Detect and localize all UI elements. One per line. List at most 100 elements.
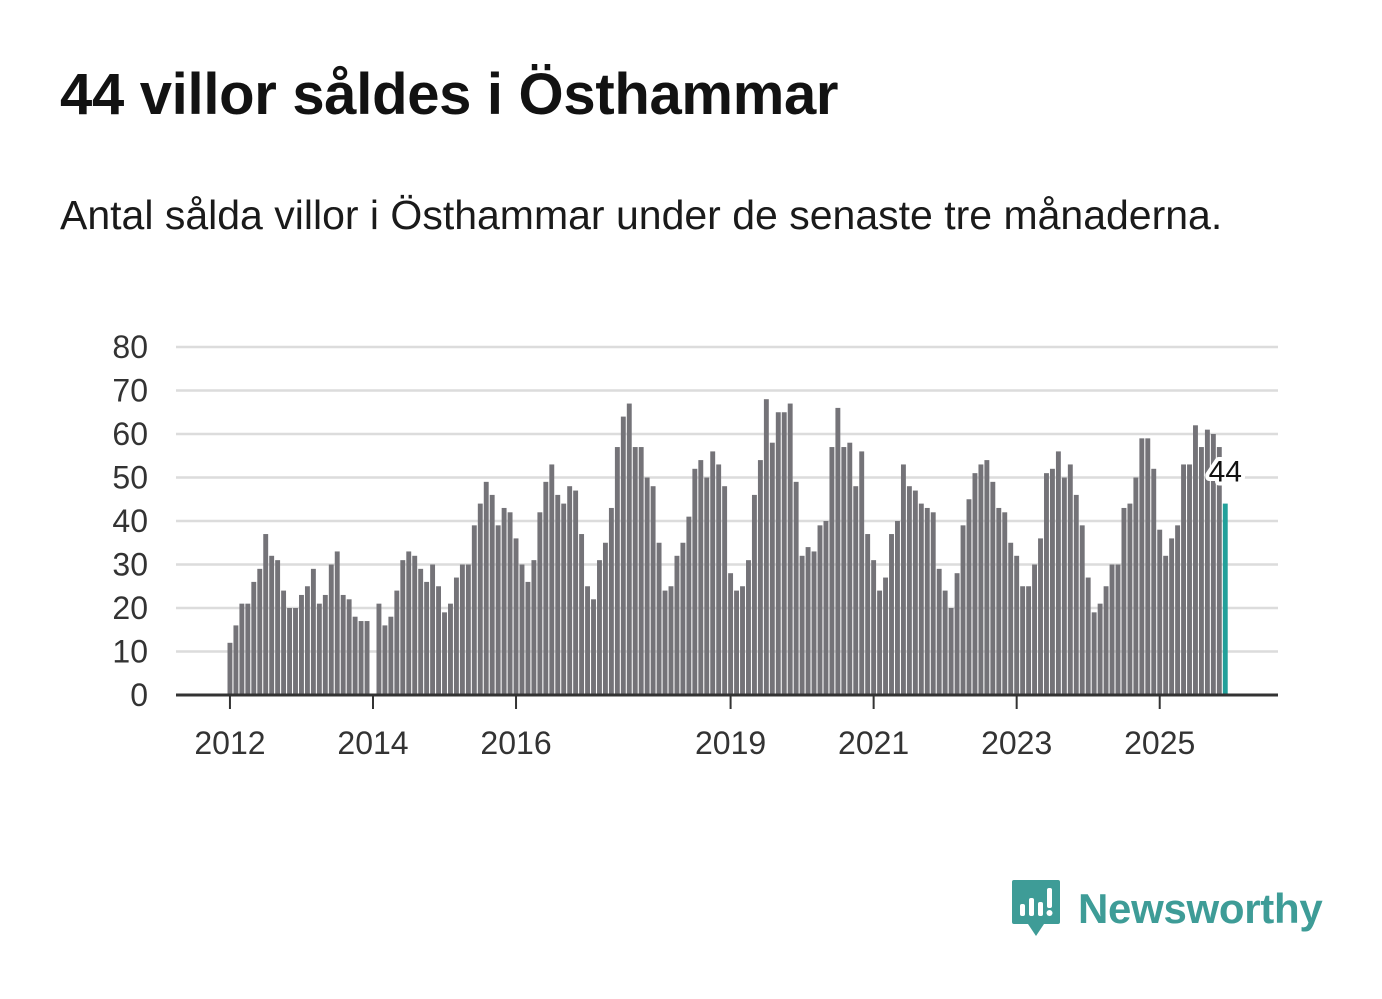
- bar: [686, 516, 692, 695]
- bar: [448, 603, 453, 695]
- bar: [1181, 464, 1186, 695]
- bar: [853, 486, 859, 695]
- bar: [620, 416, 626, 695]
- bar: [668, 586, 674, 695]
- bar: [1193, 425, 1198, 695]
- bar: [304, 586, 310, 695]
- bar: [269, 555, 275, 695]
- bar: [346, 599, 352, 695]
- chart-title: 44 villor såldes i Östhammar: [60, 62, 839, 127]
- bar: [1014, 555, 1020, 695]
- bar: [1204, 429, 1210, 695]
- bar: [483, 481, 489, 695]
- bar: [614, 447, 620, 695]
- bar: [281, 590, 287, 695]
- bar: [1044, 473, 1049, 695]
- bar: [1216, 447, 1222, 695]
- bar: [835, 407, 841, 695]
- bar: [579, 534, 585, 695]
- bar: [453, 577, 459, 695]
- bar: [608, 507, 614, 695]
- bar: [775, 412, 781, 695]
- bar: [960, 525, 966, 695]
- bar: [871, 560, 877, 695]
- bar: [406, 551, 412, 695]
- bar: [465, 564, 471, 695]
- bar: [352, 616, 358, 695]
- bar: [1109, 564, 1115, 695]
- bar: [865, 534, 871, 695]
- y-tick-label: 40: [112, 503, 148, 539]
- bar: [394, 590, 400, 695]
- bar: [1020, 586, 1026, 695]
- bar: [763, 399, 769, 695]
- bar: [746, 560, 751, 695]
- bar: [316, 603, 322, 695]
- x-tick-label: 2014: [337, 725, 408, 761]
- bar: [412, 555, 418, 695]
- bar: [978, 464, 984, 695]
- bar: [680, 542, 686, 695]
- bar: [1169, 538, 1175, 695]
- bar: [823, 521, 829, 695]
- bar: [430, 564, 436, 695]
- bar: [334, 551, 340, 695]
- y-tick-label: 20: [112, 590, 148, 626]
- bar: [1091, 612, 1097, 695]
- bar: [602, 542, 608, 695]
- bar: [471, 525, 477, 695]
- bar: [924, 507, 930, 695]
- bar: [543, 481, 549, 695]
- bar: [340, 594, 346, 695]
- bar: [769, 442, 775, 695]
- bar: [841, 447, 847, 695]
- bar: [954, 573, 960, 695]
- bar: [722, 486, 728, 695]
- brand-name: Newsworthy: [1078, 885, 1323, 932]
- bar: [1151, 468, 1157, 695]
- value-callout: 44: [1205, 452, 1246, 493]
- bar: [632, 447, 638, 695]
- bar: [805, 547, 811, 695]
- bar: [549, 464, 555, 695]
- bar: [740, 586, 745, 695]
- bar: [734, 590, 739, 695]
- bar: [364, 621, 370, 695]
- bar: [1049, 468, 1055, 695]
- bar: [906, 486, 912, 695]
- bar: [1139, 438, 1145, 695]
- bar: [650, 486, 656, 695]
- bar: [883, 577, 888, 695]
- newsworthy-brand: Newsworthy: [1010, 878, 1323, 940]
- bar-highlight: [1222, 503, 1228, 695]
- x-tick-label: 2016: [480, 725, 551, 761]
- bar: [889, 534, 894, 695]
- y-tick-label: 80: [112, 329, 148, 365]
- bar: [1067, 464, 1073, 695]
- bar: [751, 494, 757, 695]
- y-tick-label: 0: [130, 677, 148, 713]
- bar: [251, 581, 257, 695]
- bar: [555, 494, 561, 695]
- bar: [1085, 577, 1091, 695]
- bar: [877, 590, 883, 695]
- bar: [900, 464, 906, 695]
- bar: [1073, 494, 1079, 695]
- bar: [674, 555, 680, 695]
- bar: [1038, 538, 1043, 695]
- x-tick-label: 2023: [981, 725, 1052, 761]
- bar: [310, 568, 316, 695]
- bar: [507, 512, 513, 695]
- highlight-value-label: 44: [1209, 456, 1242, 489]
- bar: [757, 460, 763, 695]
- bar: [710, 451, 716, 695]
- bar: [895, 521, 900, 695]
- bar: [263, 534, 269, 695]
- bar: [1121, 507, 1127, 695]
- bar: [704, 477, 710, 695]
- bar: [531, 560, 537, 695]
- x-tick-label: 2021: [838, 725, 909, 761]
- bar: [1175, 525, 1181, 695]
- bar: [1032, 564, 1037, 695]
- bar: [459, 564, 465, 695]
